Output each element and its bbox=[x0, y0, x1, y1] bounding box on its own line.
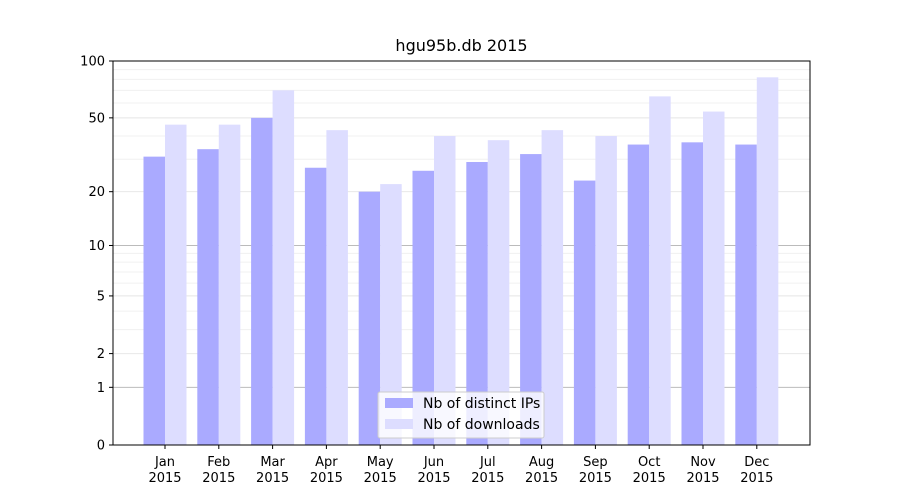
y-tick-label: 0 bbox=[97, 439, 105, 454]
bar-distinct-ips bbox=[143, 156, 165, 445]
chart-title: hgu95b.db 2015 bbox=[395, 36, 527, 55]
x-tick-label: 2015 bbox=[256, 471, 289, 486]
x-tick-label: 2015 bbox=[633, 471, 666, 486]
y-tick-label: 100 bbox=[80, 55, 105, 70]
bar-downloads bbox=[541, 130, 564, 446]
bar-downloads bbox=[218, 124, 241, 446]
bar-distinct-ips bbox=[358, 191, 381, 445]
legend: Nb of distinct IPs Nb of downloads bbox=[377, 391, 545, 439]
x-tick-label: 2015 bbox=[417, 471, 450, 486]
x-tick-label: 2015 bbox=[525, 471, 558, 486]
x-tick-label: 2015 bbox=[471, 471, 504, 486]
bar-downloads bbox=[756, 77, 779, 445]
bar-distinct-ips bbox=[681, 142, 703, 445]
legend-label-distinct-ips: Nb of distinct IPs bbox=[423, 396, 540, 412]
bar-distinct-ips bbox=[197, 149, 219, 446]
x-tick-label: Jun bbox=[423, 455, 444, 470]
x-tick-label: Mar bbox=[260, 455, 285, 470]
y-tick-label: 50 bbox=[88, 111, 105, 126]
x-tick-label: Dec bbox=[744, 455, 769, 470]
bar-downloads bbox=[595, 136, 617, 445]
legend-label-downloads: Nb of downloads bbox=[423, 417, 540, 433]
bar-distinct-ips bbox=[573, 180, 596, 445]
x-tick-label: 2015 bbox=[202, 471, 235, 486]
y-tick-label: 20 bbox=[88, 185, 105, 200]
bar-downloads bbox=[272, 90, 295, 445]
legend-swatch-downloads bbox=[385, 419, 413, 429]
bar-distinct-ips bbox=[466, 162, 488, 445]
bar-downloads bbox=[434, 136, 456, 445]
bar-downloads bbox=[487, 140, 510, 445]
y-tick-label: 1 bbox=[97, 381, 105, 396]
plot-frame bbox=[112, 60, 811, 446]
bar-distinct-ips bbox=[627, 144, 650, 445]
x-tick-label: Nov bbox=[690, 455, 716, 470]
bar-distinct-ips bbox=[304, 167, 327, 445]
x-tick-label: May bbox=[367, 455, 394, 470]
bar-distinct-ips bbox=[251, 117, 273, 445]
x-tick-label: Jul bbox=[479, 455, 496, 470]
bar-downloads bbox=[703, 111, 725, 445]
x-tick-label: Feb bbox=[207, 455, 230, 470]
bar-downloads bbox=[380, 184, 402, 446]
bar-distinct-ips bbox=[735, 144, 757, 445]
y-tick-label: 2 bbox=[97, 347, 105, 362]
bar-downloads bbox=[165, 124, 187, 446]
y-tick-label: 5 bbox=[97, 289, 105, 304]
x-tick-label: 2015 bbox=[579, 471, 612, 486]
bar-downloads bbox=[649, 96, 671, 445]
x-tick-label: Aug bbox=[529, 455, 554, 470]
x-tick-label: Apr bbox=[315, 455, 338, 470]
x-tick-label: 2015 bbox=[310, 471, 343, 486]
x-tick-label: 2015 bbox=[740, 471, 773, 486]
x-tick-label: Oct bbox=[638, 455, 660, 470]
x-tick-label: Sep bbox=[583, 455, 608, 470]
x-tick-label: 2015 bbox=[148, 471, 181, 486]
x-tick-label: 2015 bbox=[364, 471, 397, 486]
legend-swatch-distinct-ips bbox=[385, 398, 413, 408]
bar-distinct-ips bbox=[520, 154, 542, 446]
bar-downloads bbox=[326, 130, 348, 446]
bar-distinct-ips bbox=[412, 170, 434, 445]
y-tick-label: 10 bbox=[88, 239, 105, 254]
x-tick-label: 2015 bbox=[686, 471, 719, 486]
x-tick-label: Jan bbox=[154, 455, 175, 470]
legend-box bbox=[377, 391, 545, 439]
